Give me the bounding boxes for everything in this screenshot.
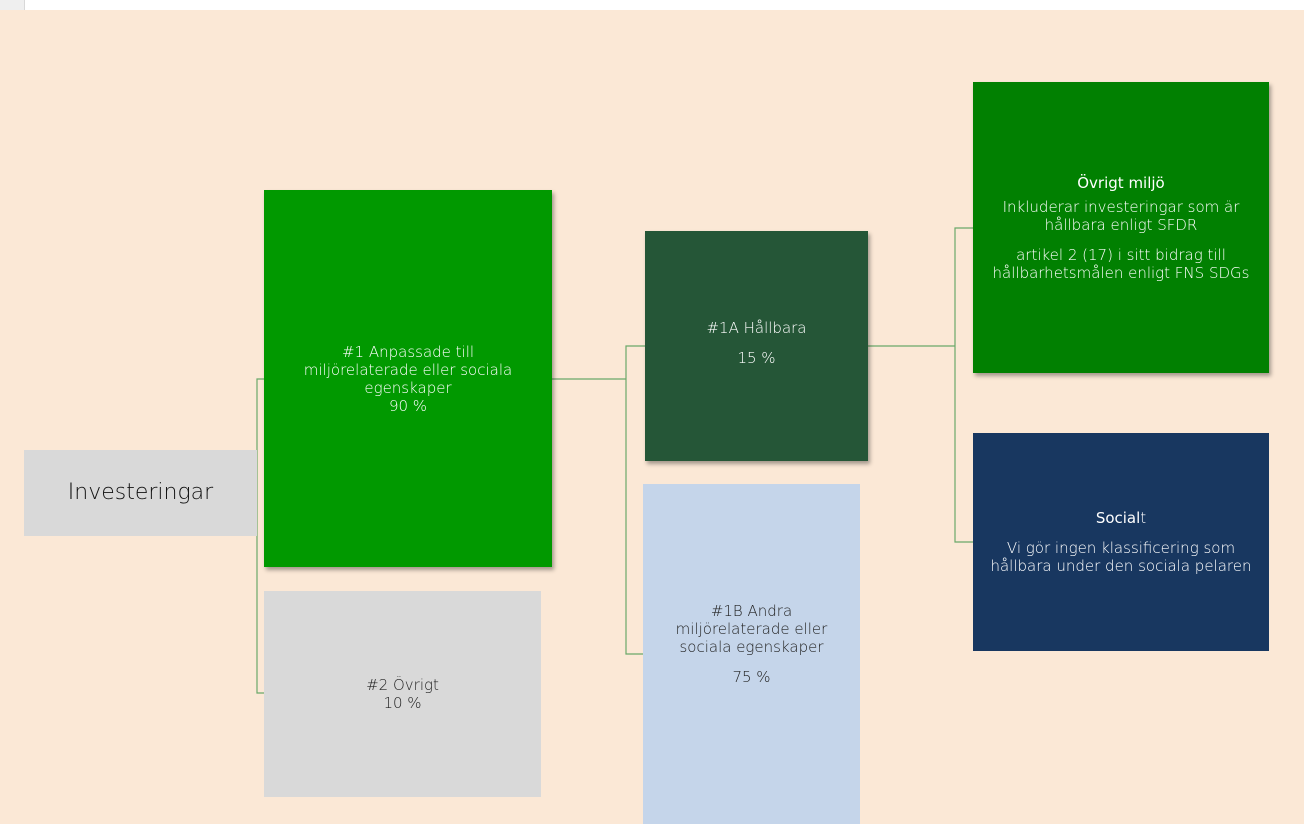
node-aligned-line3: egenskaper [364,378,452,397]
node-other: #2 Övrigt 10 % [264,591,541,797]
node-aligned-characteristics: #1 Anpassade till miljörelaterade eller … [264,190,552,567]
node-aligned-percent: 90 % [388,396,428,415]
node-social-title-rest: t [1140,509,1147,527]
node-social-line1: Vi gör ingen klassificering som [1006,539,1236,557]
node-sustainable-percent: 15 % [737,349,776,367]
node-env-line4: hållbarhetsmålen enligt FNS SDGs [992,263,1250,282]
node-social-line2: hållbara under den sociala pelaren [990,557,1252,575]
node-social: Socialt Vi gör ingen klassificering som … [973,433,1269,651]
node-env-line3: artikel 2 (17) i sitt bidrag till [1016,245,1226,264]
node-1b-line1: #1B Andra [710,602,793,620]
node-investments-label: Investeringar [67,479,214,505]
node-aligned-line2: miljörelaterade eller sociala [303,360,513,379]
node-env-line2: hållbara enligt SFDR [1044,215,1198,234]
node-1b-percent: 75 % [732,668,771,686]
node-social-title: Socialt [1096,509,1146,527]
node-1b-line2: miljörelaterade eller [675,620,828,638]
node-social-title-bold: Social [1095,509,1141,527]
node-other-environment: Övrigt miljö Inkluderar investeringar so… [973,82,1269,373]
node-other-percent: 10 % [383,694,422,712]
node-sustainable: #1A Hållbara 15 % [645,231,868,461]
node-aligned-line1: #1 Anpassade till [341,342,475,361]
node-1b-line3: sociala egenskaper [679,638,824,656]
node-other-characteristics: #1B Andra miljörelaterade eller sociala … [643,484,860,824]
node-sustainable-label: #1A Hållbara [706,319,807,337]
node-env-line1: Inkluderar investeringar som är [1002,197,1240,216]
node-env-title: Övrigt miljö [1077,173,1165,192]
node-other-label: #2 Övrigt [366,676,439,694]
node-investments: Investeringar [24,450,257,536]
